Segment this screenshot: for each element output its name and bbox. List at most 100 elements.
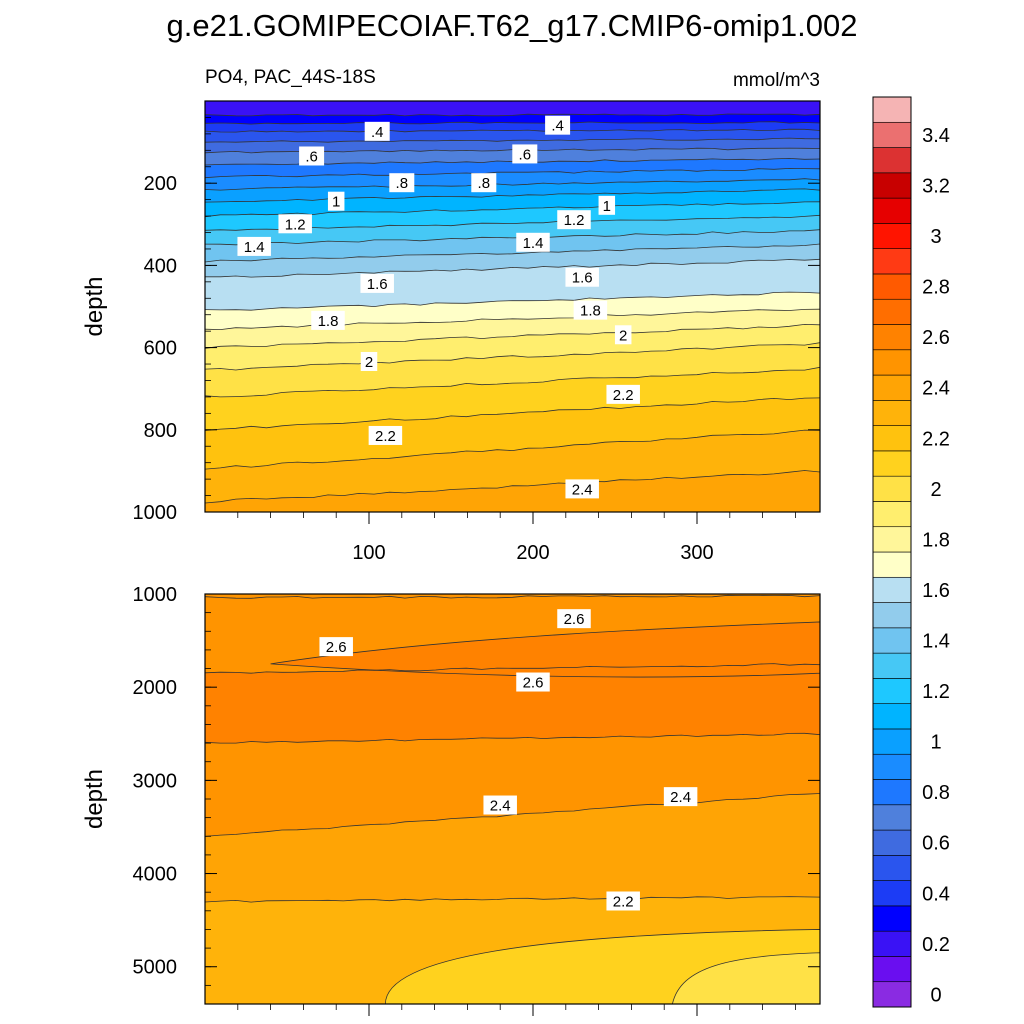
colorbar-swatch: [872, 298, 912, 325]
contour-label-box: [360, 351, 378, 371]
contour-label-box: [606, 384, 640, 404]
contour-line: [205, 167, 820, 179]
contour-label-text: 1.6: [572, 270, 593, 287]
colorbar-label: 1: [930, 732, 941, 754]
contour-label: 1.2: [278, 214, 312, 234]
contour-label-box: [516, 672, 550, 692]
contour-label: 2: [614, 325, 632, 345]
contour-line: [205, 793, 820, 837]
contour-label: 2.6: [516, 672, 550, 692]
colorbar-label: 0: [930, 984, 941, 1006]
contour-line: [205, 178, 820, 191]
contour-line: [205, 366, 820, 398]
x-tick-label: 100: [352, 542, 385, 564]
colorbar-swatch: [872, 753, 912, 780]
contour-label: 1.2: [557, 210, 591, 230]
contour-label-text: .4: [371, 124, 384, 141]
contour-label-box: [389, 173, 415, 193]
contour-core: [270, 621, 820, 678]
contour-label: 2.6: [319, 637, 353, 657]
contour-label: .6: [512, 144, 538, 164]
y-axis-label: depth: [81, 769, 108, 829]
y-tick-label: 1000: [133, 502, 178, 524]
contour-label-text: 2.2: [613, 894, 634, 911]
contour-line: [205, 429, 820, 470]
colorbar-label: 1.4: [922, 630, 950, 652]
contour-label-text: .6: [519, 146, 532, 163]
colorbar-swatch: [872, 526, 912, 553]
colorbar-swatch: [872, 349, 912, 376]
colorbar: 0 0.2 0.4 0.6 0.8 1 1.2 1.4 1.6 1.8 2 2.2 2.4 2.6 2.8 3…: [872, 96, 950, 1008]
colorbar-swatch: [872, 551, 912, 578]
colorbar-frame: [872, 96, 912, 1008]
contour-label: 1.4: [516, 232, 550, 252]
colorbar-label: 2.8: [922, 277, 950, 299]
colorbar-swatch: [872, 324, 912, 351]
colorbar-label: 3: [930, 226, 941, 248]
contour-label-text: 2.6: [564, 611, 585, 628]
colorbar-label: 2.4: [922, 378, 950, 400]
variable-label: PO4, PAC_44S-18S: [205, 67, 376, 88]
colorbar-swatch: [872, 197, 912, 224]
contour-label-text: .4: [551, 118, 564, 135]
y-tick-label: 5000: [133, 957, 178, 979]
colorbar-label: 1.8: [922, 529, 950, 551]
colorbar-swatch: [872, 501, 912, 528]
y-tick-label: 400: [144, 255, 177, 277]
colorbar-label: 0.4: [922, 883, 950, 905]
colorbar-swatch: [872, 981, 912, 1008]
contour-label-text: 2.4: [572, 481, 593, 498]
y-tick-label: 2000: [133, 677, 178, 699]
colorbar-swatch: [872, 627, 912, 654]
contour-label: .4: [545, 115, 571, 135]
colorbar-swatch: [872, 248, 912, 275]
contour-label-text: 2.2: [375, 428, 396, 445]
colorbar-swatch: [872, 147, 912, 174]
colorbar-swatch: [872, 880, 912, 907]
colorbar-label: 2: [930, 479, 941, 501]
contour-label-box: [565, 267, 599, 287]
contour-label: 1.8: [573, 300, 608, 320]
contour-label-box: [663, 787, 698, 807]
contour-label: 1: [327, 191, 345, 211]
contour-label-text: .8: [396, 175, 409, 192]
colorbar-swatch: [872, 804, 912, 831]
contour-label: 2.6: [557, 609, 591, 629]
colorbar-label: 2.6: [922, 327, 950, 349]
contour-label: 2.2: [606, 384, 640, 404]
colorbar-label: 3.4: [922, 125, 950, 147]
upper-panel: 200 400 600 800 1000 100 200 300 depth .4 .4 .6 .6 .8…: [81, 100, 821, 564]
contour-label-box: [327, 191, 345, 211]
contour-line: [205, 732, 820, 744]
contour-line: [205, 258, 820, 278]
contour-label: 1.4: [237, 236, 271, 256]
contour-label-box: [598, 195, 616, 215]
contour-label: .8: [389, 173, 415, 193]
contour-label-text: 2: [365, 354, 373, 371]
colorbar-swatch: [872, 956, 912, 983]
contour-label-text: 2.6: [326, 639, 347, 656]
colorbar-label: 3.2: [922, 175, 950, 197]
colorbar-swatch: [872, 652, 912, 679]
contour-label-text: 2.6: [523, 675, 544, 692]
contour-label-text: 2.4: [670, 789, 691, 806]
contour-label-box: [545, 115, 571, 135]
contour-label-box: [364, 121, 390, 141]
contour-label: 2.2: [368, 425, 403, 445]
contour-line: [205, 323, 820, 349]
contour-label-box: [516, 232, 550, 252]
contour-label-box: [512, 144, 538, 164]
contour-line: [205, 113, 820, 117]
contour-label-text: 1.8: [318, 313, 339, 330]
contour-band: [205, 101, 820, 116]
contour-label: .6: [299, 146, 325, 166]
contour-label: 1.6: [565, 267, 599, 287]
colorbar-swatch: [872, 400, 912, 426]
contour-label: 2.4: [663, 787, 698, 807]
y-axis-label: depth: [81, 276, 108, 336]
contour-label-box: [471, 173, 497, 193]
contour-label-box: [278, 214, 312, 234]
chart-title: g.e21.GOMIPECOIAF.T62_g17.CMIP6-omip1.00…: [167, 8, 858, 43]
contour-label-text: 2.4: [490, 798, 511, 815]
contour-label: .4: [364, 121, 390, 141]
